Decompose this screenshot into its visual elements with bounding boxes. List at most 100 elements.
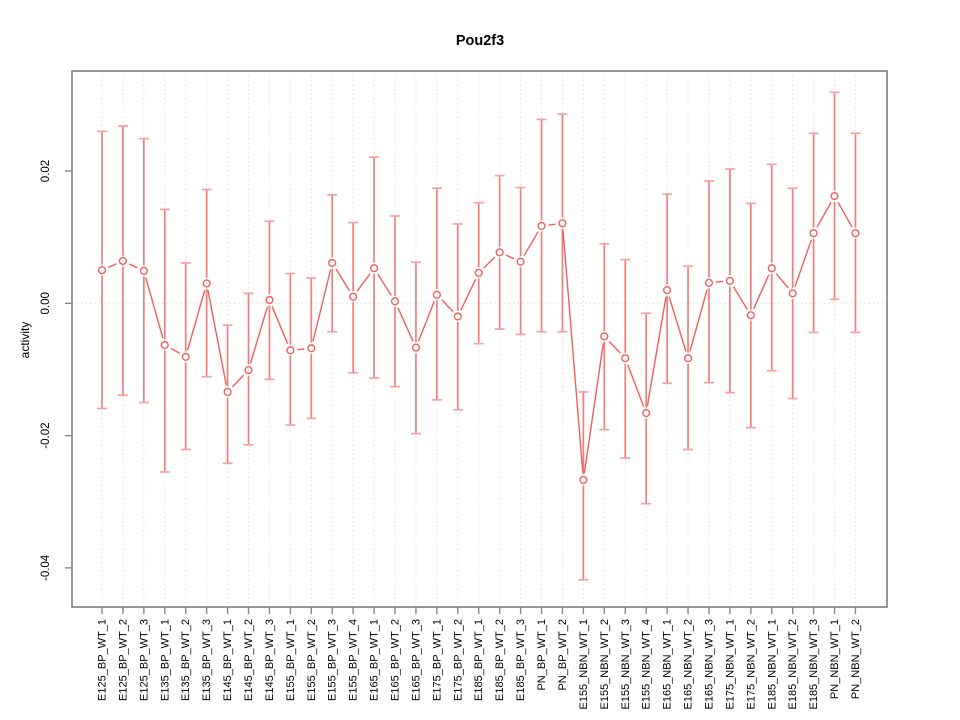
- y-tick-label: 0.00: [40, 292, 52, 314]
- x-tick-label: E175_BP_WT_2: [452, 619, 464, 701]
- series-segment: [231, 374, 245, 388]
- series-segment: [794, 239, 812, 287]
- series-segment: [548, 223, 556, 226]
- series-segment: [608, 340, 621, 354]
- x-tick-label: PN_NBN_WT_1: [829, 619, 841, 699]
- series-segment: [753, 274, 770, 310]
- series-segment: [297, 348, 305, 351]
- plot-box: [71, 70, 888, 608]
- series-segment: [377, 273, 392, 296]
- x-tick-label: PN_BP_WT_2: [557, 619, 569, 691]
- x-tick-label: E145_BP_WT_2: [243, 619, 255, 701]
- data-point-marker: [851, 229, 860, 238]
- series-segment: [505, 254, 515, 260]
- data-point-marker: [265, 295, 274, 305]
- series-segment: [207, 290, 227, 386]
- x-tick-label: E155_NBN_WT_4: [641, 619, 653, 710]
- series-segment: [523, 231, 539, 256]
- data-point-marker: [453, 312, 462, 321]
- x-tick-label: E175_BP_WT_1: [431, 619, 443, 701]
- series-segment: [837, 201, 853, 228]
- series-segment: [186, 289, 206, 351]
- data-point-marker: [244, 366, 253, 375]
- chart-title: Pou2f3: [455, 33, 505, 49]
- x-tick-label: E155_NBN_WT_1: [578, 619, 590, 710]
- data-point-marker: [432, 290, 441, 299]
- x-tick-label: E135_BP_WT_1: [159, 619, 171, 701]
- data-point-marker: [516, 257, 525, 266]
- series-segment: [417, 300, 435, 342]
- series-segment: [460, 278, 477, 311]
- series-segment: [397, 307, 414, 342]
- y-tick-label: 0.02: [40, 160, 52, 182]
- data-point-marker: [788, 289, 797, 298]
- series-segment: [170, 347, 180, 355]
- x-tick-label: E185_BP_WT_2: [494, 619, 506, 701]
- series-segment: [715, 280, 723, 283]
- data-point-marker: [223, 387, 232, 397]
- data-point-marker: [349, 292, 358, 301]
- data-point-marker: [369, 264, 379, 273]
- series-segment: [627, 364, 645, 407]
- series-segment: [271, 306, 289, 345]
- series-segment: [441, 299, 454, 312]
- data-point-marker: [621, 354, 630, 363]
- x-tick-label: E135_BP_WT_3: [201, 619, 213, 701]
- x-tick-label: E155_NBN_WT_2: [599, 619, 611, 710]
- x-tick-label: E165_BP_WT_1: [369, 619, 381, 701]
- data-point-marker: [663, 285, 672, 295]
- series-segment: [249, 306, 269, 364]
- x-tick-label: E145_BP_WT_3: [264, 619, 276, 701]
- series-segment: [732, 286, 748, 310]
- y-tick-label: -0.02: [40, 422, 52, 448]
- series-segment: [583, 343, 605, 474]
- data-point-marker: [181, 352, 190, 361]
- x-tick-label: E185_NBN_WT_3: [808, 619, 820, 710]
- data-point-marker: [139, 266, 148, 275]
- x-tick-label: E175_NBN_WT_2: [745, 619, 757, 710]
- data-point-marker: [474, 268, 483, 277]
- data-point-marker: [809, 229, 818, 238]
- series-segment: [335, 268, 351, 292]
- data-point-marker: [746, 311, 755, 320]
- series-segment: [816, 201, 832, 228]
- x-tick-label: E145_BP_WT_1: [222, 619, 234, 701]
- data-point-marker: [537, 221, 546, 231]
- data-point-marker: [286, 346, 295, 355]
- series-segment: [483, 256, 496, 269]
- x-tick-label: E155_BP_WT_1: [285, 619, 297, 701]
- x-tick-label: E175_NBN_WT_1: [724, 619, 736, 710]
- x-tick-label: E165_BP_WT_2: [390, 619, 402, 701]
- data-point-marker: [411, 343, 421, 352]
- x-tick-label: E155_NBN_WT_3: [620, 619, 632, 710]
- x-tick-label: E155_BP_WT_2: [306, 619, 318, 701]
- x-tick-label: E185_NBN_WT_1: [766, 619, 778, 710]
- data-point-marker: [558, 219, 567, 228]
- data-point-marker: [683, 354, 693, 363]
- x-tick-label: E125_BP_WT_2: [117, 619, 129, 701]
- series-segment: [312, 269, 332, 342]
- series-segment: [562, 230, 584, 474]
- x-tick-label: E165_BP_WT_3: [410, 619, 422, 701]
- data-point-marker: [97, 266, 107, 275]
- x-tick-label: E155_BP_WT_3: [327, 619, 339, 701]
- x-tick-label: PN_NBN_WT_2: [850, 619, 862, 699]
- x-tick-label: E165_NBN_WT_2: [683, 619, 695, 710]
- data-point-marker: [118, 256, 128, 266]
- x-tick-label: E135_BP_WT_2: [180, 619, 192, 701]
- data-point-marker: [307, 344, 316, 353]
- series-segment: [108, 263, 117, 269]
- series-segment: [775, 273, 789, 289]
- x-tick-label: E165_NBN_WT_3: [703, 619, 715, 710]
- data-point-marker: [600, 332, 609, 341]
- y-tick-label: -0.04: [40, 554, 52, 581]
- series-segment: [356, 273, 371, 292]
- x-tick-label: PN_BP_WT_1: [536, 619, 548, 691]
- data-point-marker: [495, 248, 504, 257]
- data-point-marker: [725, 276, 735, 285]
- data-point-marker: [704, 278, 714, 287]
- data-point-marker: [579, 475, 588, 485]
- data-point-marker: [830, 192, 839, 201]
- x-tick-label: E125_BP_WT_1: [97, 619, 109, 701]
